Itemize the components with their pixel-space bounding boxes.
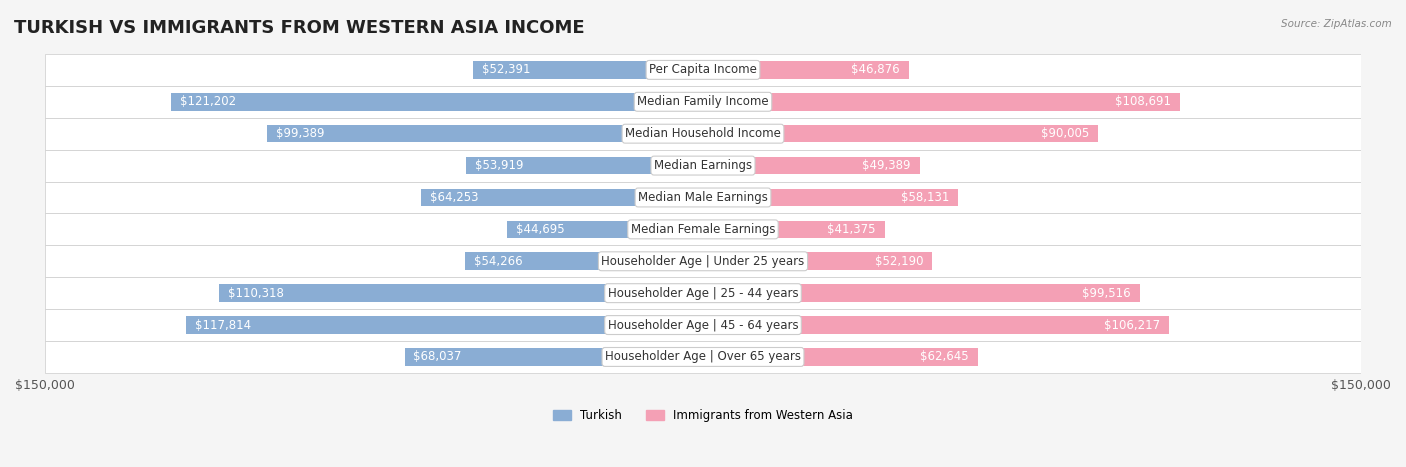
Bar [703, 220, 884, 238]
Text: Source: ZipAtlas.com: Source: ZipAtlas.com [1281, 19, 1392, 28]
FancyBboxPatch shape [45, 213, 1361, 245]
Text: $44,695: $44,695 [516, 223, 564, 236]
Bar [186, 316, 703, 334]
Text: $64,253: $64,253 [430, 191, 478, 204]
Text: $53,919: $53,919 [475, 159, 523, 172]
FancyBboxPatch shape [45, 118, 1361, 149]
Text: Median Family Income: Median Family Income [637, 95, 769, 108]
Text: $46,876: $46,876 [851, 64, 900, 77]
Text: $108,691: $108,691 [1115, 95, 1171, 108]
Text: $54,266: $54,266 [474, 255, 523, 268]
Text: $90,005: $90,005 [1040, 127, 1090, 140]
Bar [267, 125, 703, 142]
Bar [703, 93, 1180, 111]
Text: Median Female Earnings: Median Female Earnings [631, 223, 775, 236]
FancyBboxPatch shape [45, 309, 1361, 341]
Text: Householder Age | Under 25 years: Householder Age | Under 25 years [602, 255, 804, 268]
FancyBboxPatch shape [45, 277, 1361, 309]
Text: $52,190: $52,190 [875, 255, 924, 268]
FancyBboxPatch shape [45, 86, 1361, 118]
Text: $52,391: $52,391 [482, 64, 530, 77]
Text: Median Household Income: Median Household Income [626, 127, 780, 140]
Bar [703, 253, 932, 270]
Text: $106,217: $106,217 [1104, 318, 1160, 332]
Text: $62,645: $62,645 [921, 350, 969, 363]
FancyBboxPatch shape [45, 341, 1361, 373]
Text: $99,389: $99,389 [276, 127, 325, 140]
Bar [703, 61, 908, 78]
Text: $58,131: $58,131 [901, 191, 949, 204]
Bar [703, 157, 920, 174]
Bar [172, 93, 703, 111]
Text: $117,814: $117,814 [195, 318, 252, 332]
Bar [465, 253, 703, 270]
Text: Householder Age | 45 - 64 years: Householder Age | 45 - 64 years [607, 318, 799, 332]
FancyBboxPatch shape [45, 149, 1361, 182]
Text: $68,037: $68,037 [413, 350, 461, 363]
Text: $41,375: $41,375 [827, 223, 876, 236]
Legend: Turkish, Immigrants from Western Asia: Turkish, Immigrants from Western Asia [548, 404, 858, 426]
Bar [467, 157, 703, 174]
Text: $99,516: $99,516 [1083, 287, 1130, 300]
Text: Householder Age | 25 - 44 years: Householder Age | 25 - 44 years [607, 287, 799, 300]
Bar [703, 348, 977, 366]
Bar [474, 61, 703, 78]
Text: $121,202: $121,202 [180, 95, 236, 108]
Bar [703, 284, 1140, 302]
Bar [405, 348, 703, 366]
Text: Median Male Earnings: Median Male Earnings [638, 191, 768, 204]
Bar [508, 220, 703, 238]
Bar [703, 316, 1168, 334]
Bar [219, 284, 703, 302]
Text: $110,318: $110,318 [228, 287, 284, 300]
Text: Householder Age | Over 65 years: Householder Age | Over 65 years [605, 350, 801, 363]
FancyBboxPatch shape [45, 245, 1361, 277]
FancyBboxPatch shape [45, 182, 1361, 213]
Bar [703, 189, 957, 206]
Text: $49,389: $49,389 [862, 159, 911, 172]
Text: Median Earnings: Median Earnings [654, 159, 752, 172]
Bar [422, 189, 703, 206]
FancyBboxPatch shape [45, 54, 1361, 86]
Bar [703, 125, 1098, 142]
Text: TURKISH VS IMMIGRANTS FROM WESTERN ASIA INCOME: TURKISH VS IMMIGRANTS FROM WESTERN ASIA … [14, 19, 585, 37]
Text: Per Capita Income: Per Capita Income [650, 64, 756, 77]
